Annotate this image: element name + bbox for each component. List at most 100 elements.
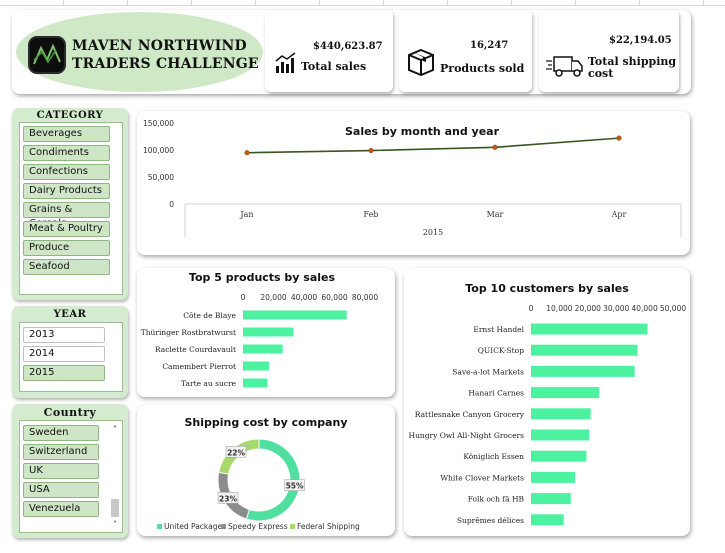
slicer-item-dairy-products[interactable]: Dairy Products: [23, 183, 110, 199]
legend-label: Speedy Express: [228, 522, 288, 531]
data-point-apr: [616, 135, 622, 141]
x-axis-label: 2015: [423, 228, 443, 237]
slicer-item-2015[interactable]: 2015: [23, 365, 105, 381]
title-line-2: TRADERS CHALLENGE: [72, 56, 259, 72]
legend-swatch: [221, 524, 226, 529]
x-tick-label: Feb: [364, 210, 379, 219]
line-chart-plot: 150,000 100,000 50,000 0 Jan Feb Mar Apr 2015: [143, 119, 682, 237]
slicer-item-uk[interactable]: UK: [23, 463, 99, 479]
kpi-products-sold: 16,247 Products sold: [399, 10, 532, 92]
slicer-item-switzerland[interactable]: Switzerland: [23, 444, 99, 460]
legend-swatch: [290, 524, 295, 529]
dashboard-title: MAVEN NORTHWIND TRADERS CHALLENGE: [72, 37, 262, 73]
bar-hanari-carnes: [531, 387, 600, 399]
legend-label: Federal Shipping: [297, 522, 360, 531]
slice-label: 23%: [217, 492, 239, 504]
y-tick-label: 0: [169, 200, 174, 209]
category-label: Rattlesnake Canyon Grocery: [415, 410, 525, 419]
slicer-item-sweden[interactable]: Sweden: [23, 425, 99, 441]
data-point-mar: [492, 144, 498, 150]
slicer-item-usa[interactable]: USA: [23, 482, 99, 498]
slicer-item-produce[interactable]: Produce: [23, 240, 110, 256]
slicer-item-2013[interactable]: 2013: [23, 327, 105, 343]
kpi-value: $440,623.87: [313, 41, 383, 52]
kpi-label: Total shipping cost: [588, 56, 678, 80]
slicer-item-seafood[interactable]: Seafood: [23, 259, 110, 275]
category-label: Tarte au sucre: [181, 379, 236, 388]
sales-by-month-chart: Sales by month and year 150,000 100,000 50…: [137, 111, 690, 255]
slicer-item-venezuela[interactable]: Venezuela: [23, 501, 99, 517]
bar-rattlesnake-canyon-grocery: [531, 408, 591, 420]
slice-percent: 23%: [219, 494, 237, 503]
slice-label: 55%: [284, 479, 305, 491]
year-slicer: YEAR 2013 2014 2015: [12, 306, 128, 398]
bar-tarte-au-sucre: [243, 378, 268, 388]
data-point-jan: [244, 150, 250, 156]
spreadsheet-column-gridlines: [0, 0, 725, 6]
scroll-down-icon[interactable]: ˅: [113, 520, 117, 529]
category-label: Thüringer Rostbratwurst: [141, 328, 236, 337]
x-tick-label: 80,000: [352, 293, 378, 302]
kpi-label-line-1: Total shipping: [588, 55, 677, 68]
x-tick-label: Jan: [239, 210, 253, 219]
legend-entry: Speedy Express: [221, 522, 288, 531]
kpi-total-shipping-cost: $22,194.05 Total shipping cost: [539, 10, 679, 92]
bar-raclette-courdavault: [243, 344, 283, 354]
slicer-item-meat-poultry[interactable]: Meat & Poultry: [23, 221, 110, 237]
category-label: Ernst Handel: [473, 325, 524, 334]
category-label: Hanari Carnes: [468, 389, 524, 398]
slicer-item-grains-cereals[interactable]: Grains & Cereals: [23, 202, 110, 229]
truck-icon: [546, 54, 584, 82]
slicer-item-beverages[interactable]: Beverages: [23, 126, 110, 142]
x-tick-label: Apr: [611, 210, 627, 219]
top-products-chart: Top 5 products by sales 0 20,000 40,000 60,…: [137, 268, 395, 397]
chart-title: Top 10 customers by sales: [465, 282, 629, 295]
kpi-label-line-2: cost: [588, 67, 614, 80]
x-tick-label: Mar: [487, 210, 504, 219]
category-list: Beverages Condiments Confections Dairy Prod…: [19, 122, 123, 295]
category-label: Camembert Pierrot: [162, 362, 236, 371]
slicer-item-confections[interactable]: Confections: [23, 164, 110, 180]
slicer-title: CATEGORY: [36, 110, 104, 121]
kpi-total-sales: $440,623.87 Total sales: [265, 10, 393, 92]
kpi-label: Total sales: [301, 60, 367, 73]
logo-icon: [28, 36, 66, 74]
customers-bar-plot: 0 10,000 20,000 30,000 40,000 50,000 Ernst Han…: [409, 304, 686, 526]
slice-percent: 55%: [286, 482, 304, 491]
legend-entry: Federal Shipping: [290, 522, 360, 531]
x-tick-label: 40,000: [291, 293, 317, 302]
bar-supr-mes-d-lices: [531, 514, 564, 526]
scrollbar[interactable]: ˄ ˅: [110, 425, 120, 529]
x-tick-label: 50,000: [660, 304, 686, 313]
y-tick-label: 50,000: [148, 173, 174, 182]
y-tick-label: 100,000: [143, 146, 174, 155]
category-label: Raclette Courdavault: [155, 345, 236, 354]
dashboard-header: MAVEN NORTHWIND TRADERS CHALLENGE $440,6…: [12, 10, 691, 94]
kpi-value: $22,194.05: [609, 35, 672, 46]
sales-line: [246, 137, 620, 154]
category-label: QUICK-Stop: [478, 346, 524, 355]
donut-plot: 55% 23% 22% United Package Speedy Express Fed…: [157, 438, 360, 531]
bar-hungry-owl-all-night-grocers: [531, 429, 590, 441]
category-label: Suprêmes délices: [457, 516, 524, 525]
y-tick-label: 150,000: [143, 119, 174, 128]
scroll-up-icon[interactable]: ˄: [113, 425, 117, 434]
box-icon: [407, 48, 435, 80]
x-tick-label: 60,000: [321, 293, 347, 302]
x-tick-label: 0: [529, 304, 534, 313]
year-list: 2013 2014 2015: [19, 322, 123, 392]
bar-chart-icon: [275, 52, 297, 78]
bar-folk-och-f-hb: [531, 493, 571, 505]
bar-k-niglich-essen: [531, 450, 587, 462]
scrollbar-thumb[interactable]: [111, 499, 119, 517]
x-tick-label: 20,000: [575, 304, 601, 313]
category-label: Save-a-lot Markets: [452, 367, 524, 376]
top-customers-chart: Top 10 customers by sales 0 10,000 20,000 3…: [404, 268, 690, 536]
category-label: Königlich Essen: [463, 452, 524, 461]
bar-camembert-pierrot: [243, 361, 269, 371]
shipping-cost-chart: Shipping cost by company 55% 23% 22% United…: [137, 405, 395, 536]
bar-ernst-handel: [531, 323, 648, 335]
slicer-item-condiments[interactable]: Condiments: [23, 145, 110, 161]
title-line-1: MAVEN NORTHWIND: [72, 38, 247, 54]
slicer-item-2014[interactable]: 2014: [23, 346, 105, 362]
